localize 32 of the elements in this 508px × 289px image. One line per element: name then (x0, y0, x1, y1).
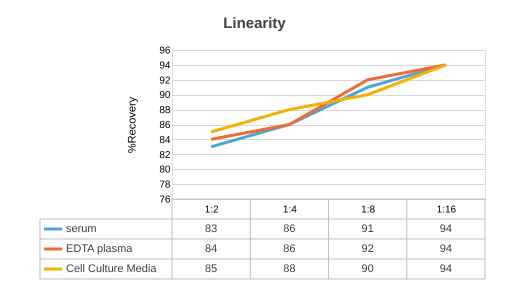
data-label: 94 (440, 223, 452, 235)
data-label: 88 (283, 263, 296, 275)
legend-label: serum (66, 223, 97, 235)
x-tick-label: 1:2 (204, 204, 220, 216)
legend-label: Cell Culture Media (66, 263, 158, 275)
data-label: 90 (362, 263, 374, 275)
y-tick-label: 82 (159, 150, 171, 161)
y-tick-label: 94 (159, 60, 171, 72)
y-tick-label: 80 (159, 164, 171, 176)
y-tick-label: 78 (159, 180, 171, 191)
data-label: 83 (205, 223, 218, 235)
y-tick-label: 92 (159, 75, 171, 86)
y-tick-label: 88 (159, 105, 171, 116)
y-tick-label: 90 (159, 90, 171, 102)
legend-label: EDTA plasma (66, 243, 134, 255)
data-label: 94 (440, 243, 452, 255)
data-label: 86 (283, 243, 296, 255)
y-tick-label: 76 (159, 194, 171, 206)
y-tick-label: 96 (159, 46, 171, 56)
y-axis-title: %Recovery (126, 96, 138, 154)
data-label: 84 (205, 243, 218, 255)
data-label: 92 (362, 243, 374, 255)
chart-title: Linearity (223, 15, 286, 32)
data-label: 86 (283, 223, 296, 235)
y-tick-label: 84 (159, 134, 171, 146)
data-label: 85 (205, 263, 218, 275)
x-tick-label: 1:16 (436, 204, 457, 216)
data-label: 94 (440, 263, 452, 275)
x-tick-label: 1:8 (361, 204, 376, 216)
x-tick-label: 1:4 (282, 204, 298, 216)
y-tick-label: 86 (159, 120, 171, 131)
data-label: 91 (362, 223, 374, 235)
